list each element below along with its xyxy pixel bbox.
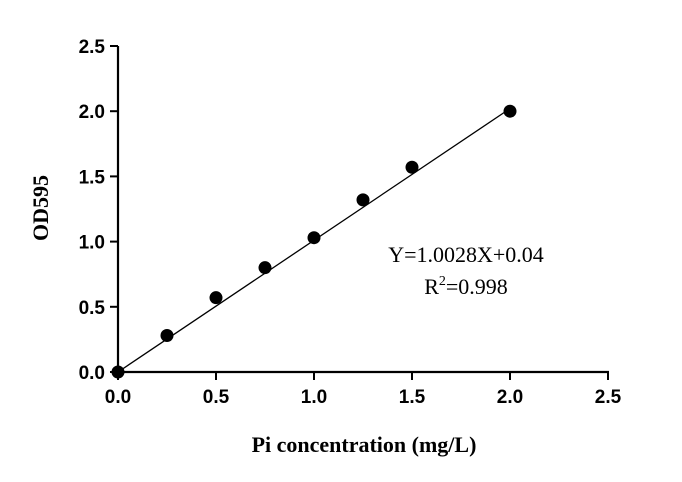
x-tick-label: 0.5 xyxy=(203,387,230,408)
data-point xyxy=(209,291,223,305)
data-point xyxy=(160,328,174,342)
ticks: 0.0 0.5 1.0 1.5 2.0 2.5 0.0 0.5 1.0 1.5 2.0 2.5 xyxy=(79,37,622,408)
r-squared-label: R2=0.998 xyxy=(424,274,508,299)
data-point xyxy=(405,160,419,174)
y-tick-label: 1.5 xyxy=(79,167,106,188)
r-squared-prefix: R xyxy=(424,274,439,299)
y-axis-title: OD595 xyxy=(28,175,53,241)
data-point xyxy=(258,261,272,275)
equation-label: Y=1.0028X+0.04 xyxy=(388,242,544,267)
y-tick-label: 0.5 xyxy=(79,298,106,319)
r-squared-value: =0.998 xyxy=(446,274,508,299)
data-point xyxy=(503,104,517,118)
data-point xyxy=(307,231,321,245)
y-tick-label: 0.0 xyxy=(79,363,105,384)
y-tick-label: 2.0 xyxy=(79,102,105,123)
y-tick-label: 1.0 xyxy=(79,233,105,254)
x-tick-label: 2.5 xyxy=(595,387,622,408)
data-point xyxy=(111,365,125,379)
r-squared-superscript: 2 xyxy=(439,274,446,289)
data-point xyxy=(356,193,370,207)
y-tick-label: 2.5 xyxy=(79,37,106,58)
data-points xyxy=(111,104,517,379)
x-tick-label: 0.0 xyxy=(105,387,131,408)
x-tick-label: 1.5 xyxy=(399,387,426,408)
x-tick-label: 1.0 xyxy=(301,387,327,408)
x-axis-title: Pi concentration (mg/L) xyxy=(252,432,477,457)
axes xyxy=(116,46,609,374)
x-tick-label: 2.0 xyxy=(497,387,523,408)
